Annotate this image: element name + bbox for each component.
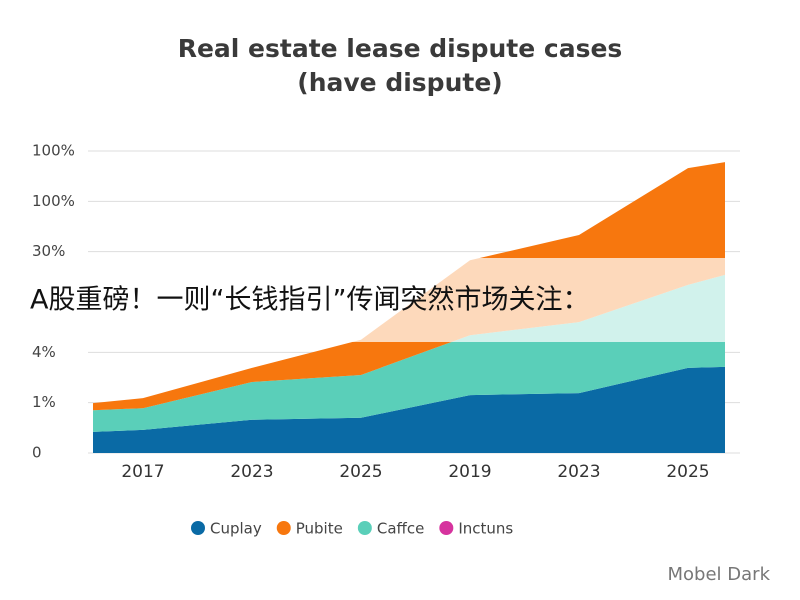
x-tick-label: 2023 (557, 462, 600, 482)
x-tick-label: 2025 (339, 462, 382, 482)
banner-bg (0, 258, 800, 342)
y-tick-label: 100% (32, 192, 75, 210)
x-tick-label: 2025 (666, 462, 709, 482)
y-tick-label: 0 (32, 444, 42, 462)
legend-swatch (357, 521, 372, 535)
banner-text: A股重磅！一则“长钱指引”传闻突然市场关注： (30, 285, 589, 316)
legend-label: Cuplay (210, 520, 262, 538)
watermark: Mobel Dark (668, 564, 771, 585)
legend-label: Caffce (377, 520, 424, 538)
legend-label: Pubite (296, 520, 343, 538)
legend-swatch (191, 521, 205, 535)
y-tick-label: 30% (32, 242, 65, 260)
legend-label: Inctuns (458, 520, 513, 538)
chart-title: Real estate lease dispute cases (178, 34, 623, 63)
y-tick-label: 4% (32, 343, 56, 361)
area (93, 274, 725, 432)
y-tick-label: 100% (32, 142, 75, 160)
labels: 0 1% 4% 30% 100% 100% 2017 2023 2025 2019 2023 2025… (32, 142, 710, 538)
legend-swatch (276, 521, 291, 535)
y-tick-label: 1% (32, 393, 56, 411)
area (93, 366, 725, 453)
x-tick-label: 2019 (448, 462, 491, 482)
chart-subtitle: (have dispute) (297, 68, 502, 97)
x-tick-label: 2023 (230, 462, 273, 482)
x-tick-label: 2017 (121, 462, 164, 482)
legend-swatch (439, 521, 454, 535)
